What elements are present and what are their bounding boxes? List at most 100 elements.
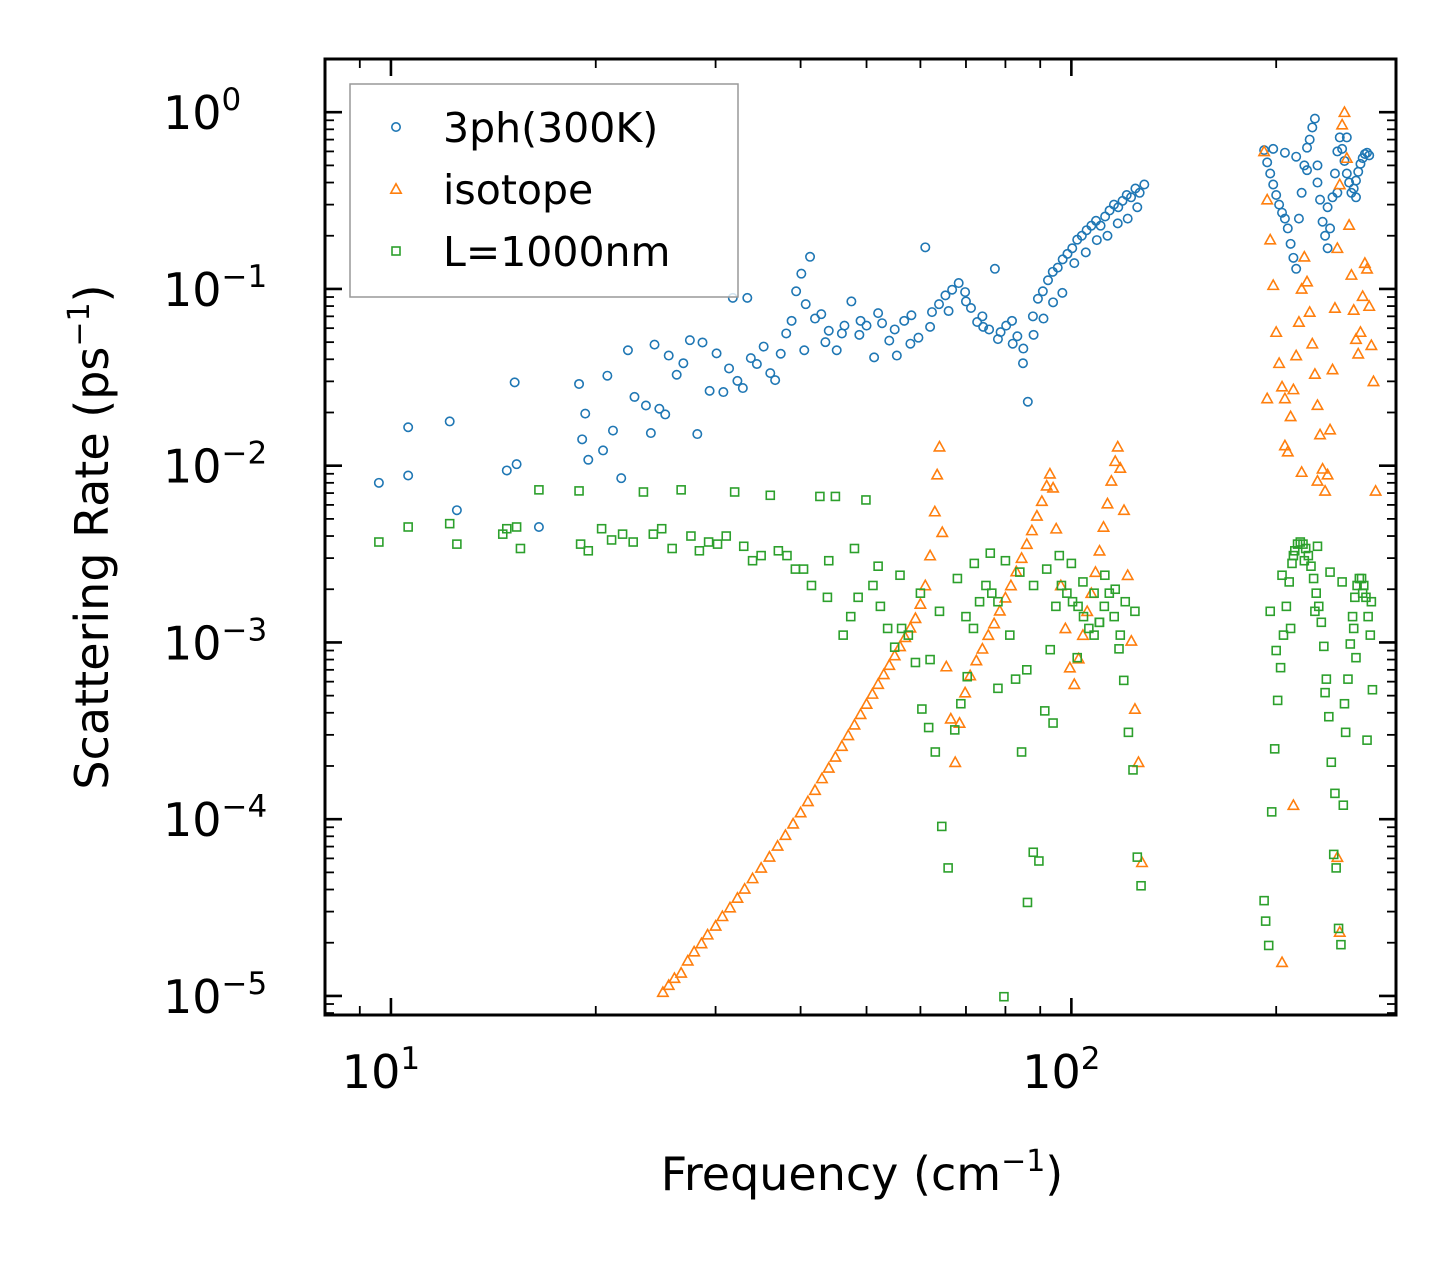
data-point: [906, 310, 917, 321]
data-point: [511, 459, 522, 470]
data-point: [1331, 863, 1341, 873]
data-point: [1108, 454, 1122, 467]
data-point: [674, 966, 688, 978]
data-point: [1316, 461, 1330, 474]
data-point: [993, 603, 1007, 616]
data-point: [1063, 660, 1077, 673]
data-point: [974, 596, 985, 607]
data-point: [1104, 205, 1115, 216]
data-point: [1328, 849, 1339, 860]
data-point: [1054, 550, 1065, 561]
data-point: [903, 620, 917, 633]
legend: 3ph(300K) isotope L=1000nm: [349, 83, 739, 298]
data-point: [703, 537, 714, 547]
data-point: [607, 425, 618, 436]
data-point: [598, 445, 609, 456]
legend-marker: [391, 246, 401, 256]
data-point: [877, 318, 888, 329]
data-point: [616, 473, 627, 484]
data-point: [1288, 252, 1299, 263]
data-point: [686, 531, 696, 541]
legend-marker: [389, 182, 403, 194]
data-point: [815, 771, 829, 784]
data-point: [1018, 343, 1029, 354]
data-point: [1310, 474, 1325, 486]
data-point: [1136, 880, 1146, 891]
data-point: [1302, 142, 1313, 153]
data-point: [1067, 243, 1078, 254]
data-point: [676, 485, 686, 495]
data-point: [1028, 329, 1039, 340]
data-point: [1120, 596, 1131, 607]
data-point: [948, 755, 962, 768]
data-point: [987, 588, 997, 598]
data-point: [830, 491, 841, 502]
data-point: [1363, 611, 1373, 622]
data-point: [873, 308, 884, 319]
data-point: [1278, 438, 1292, 451]
data-point: [1333, 925, 1347, 937]
data-point: [1337, 105, 1352, 118]
data-point: [1057, 287, 1068, 298]
data-point: [961, 611, 971, 622]
data-point: [1284, 577, 1294, 587]
data-point: [1111, 439, 1125, 452]
data-point: [1300, 274, 1314, 287]
data-point: [1324, 711, 1334, 722]
data-point: [891, 350, 902, 361]
data-point: [403, 422, 414, 433]
series-1: [656, 105, 1383, 998]
data-point: [1268, 179, 1279, 190]
data-point: [1329, 168, 1340, 179]
data-point: [791, 286, 802, 297]
data-point: [1277, 207, 1288, 218]
data-point: [861, 320, 872, 331]
data-point: [1312, 177, 1323, 188]
data-point: [1292, 315, 1306, 327]
data-point: [1323, 422, 1337, 435]
data-point: [1089, 630, 1099, 640]
data-point: [1100, 570, 1110, 581]
data-point: [1260, 916, 1271, 926]
data-point: [1099, 601, 1110, 612]
data-point: [1020, 537, 1034, 550]
data-point: [1006, 315, 1017, 326]
data-point: [1275, 662, 1286, 673]
data-point: [908, 611, 923, 624]
data-point: [1038, 313, 1049, 324]
y-tick-label-base: 10: [163, 86, 222, 140]
y-tick-label-exponent: −5: [222, 966, 268, 1002]
data-point: [574, 486, 584, 496]
data-point: [836, 328, 847, 339]
data-point: [681, 953, 695, 966]
data-point: [1277, 570, 1287, 581]
data-point: [913, 332, 924, 343]
data-point: [1040, 478, 1054, 491]
data-point: [1094, 617, 1105, 628]
data-point: [1007, 338, 1018, 349]
data-point: [1334, 132, 1345, 143]
data-point: [854, 707, 868, 720]
data-point: [1325, 362, 1340, 375]
series-0: [373, 113, 1375, 532]
data-point: [932, 439, 947, 452]
data-point: [534, 485, 544, 495]
y-axis-title-exponent: −1: [62, 302, 97, 346]
data-point: [965, 303, 976, 314]
data-point: [1012, 331, 1023, 342]
data-point: [805, 251, 816, 262]
data-point: [724, 363, 735, 374]
data-point: [638, 487, 649, 497]
data-point: [723, 900, 737, 913]
data-point: [806, 580, 817, 591]
data-point: [940, 290, 951, 301]
data-point: [1096, 520, 1111, 532]
data-point: [1307, 122, 1318, 133]
data-point: [1269, 325, 1283, 338]
data-point: [939, 659, 953, 672]
data-point: [687, 944, 701, 957]
data-point: [1366, 596, 1377, 607]
data-point: [1015, 551, 1029, 564]
data-point: [1088, 565, 1103, 578]
data-point: [1310, 606, 1320, 617]
